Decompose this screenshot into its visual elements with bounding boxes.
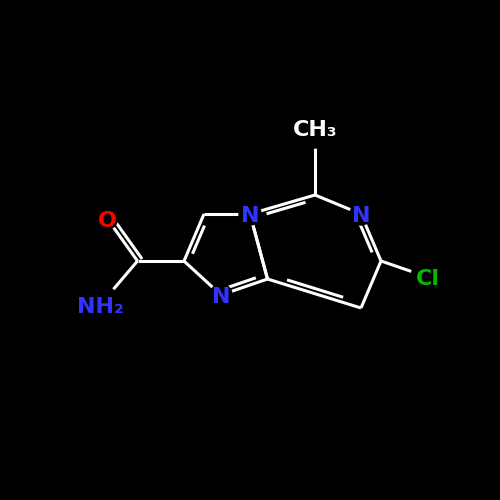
Circle shape: [98, 209, 117, 229]
Circle shape: [411, 260, 444, 294]
Text: N: N: [212, 287, 230, 307]
Text: N: N: [241, 206, 259, 226]
Text: N: N: [352, 206, 370, 226]
Circle shape: [295, 108, 335, 148]
Circle shape: [210, 284, 232, 306]
Text: NH₂: NH₂: [76, 297, 124, 317]
Text: CH₃: CH₃: [292, 120, 338, 140]
Circle shape: [80, 285, 120, 325]
Circle shape: [239, 203, 261, 225]
Text: O: O: [98, 211, 117, 231]
Text: Cl: Cl: [416, 269, 440, 289]
Circle shape: [350, 203, 372, 225]
